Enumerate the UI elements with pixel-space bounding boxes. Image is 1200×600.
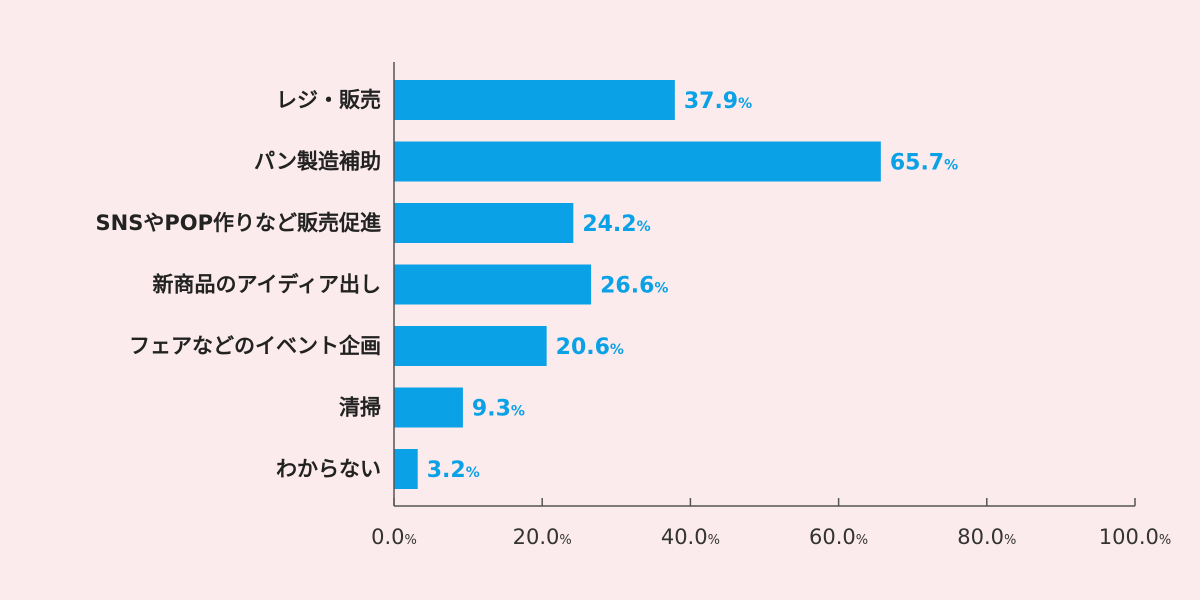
x-tick-percent-sign: % [559, 533, 571, 548]
category-label: 新商品のアイディア出し [153, 273, 381, 297]
value-percent-sign: % [511, 404, 525, 420]
category-label: フェアなどのイベント企画 [129, 334, 381, 358]
bar [394, 80, 675, 120]
bar [394, 387, 463, 428]
x-tick-label: 80.0% [957, 525, 1016, 549]
bar [394, 326, 547, 366]
category-label: わからない [276, 457, 381, 481]
x-tick-percent-sign: % [1004, 533, 1016, 548]
category-label: SNSやPOP作りなど販売促進 [96, 211, 381, 235]
bar [394, 203, 574, 243]
value-number: 26.6 [600, 274, 654, 299]
x-tick-number: 60.0 [809, 525, 856, 549]
value-percent-sign: % [944, 158, 958, 174]
x-tick-percent-sign: % [708, 533, 720, 548]
bars-layer [394, 80, 881, 489]
axes-layer: 0.0% 20.0% 40.0% 60.0% 80.0% 100.0% [371, 62, 1171, 549]
x-tick-number: 0.0 [371, 525, 404, 549]
x-tick-percent-sign: % [405, 533, 417, 548]
value-labels-layer: 37.9%65.7%24.2%26.6%20.6%9.3%3.2% [427, 89, 958, 483]
x-tick-number: 100.0 [1099, 525, 1159, 549]
bar [394, 141, 881, 182]
value-number: 65.7 [890, 151, 944, 176]
value-label: 37.9% [684, 89, 752, 114]
x-tick-percent-sign: % [1159, 533, 1171, 548]
value-percent-sign: % [654, 281, 668, 297]
value-label: 20.6% [556, 335, 624, 360]
x-tick-percent-sign: % [856, 533, 868, 548]
category-label: レジ・販売 [276, 88, 381, 112]
bar [394, 264, 592, 305]
category-label: パン製造補助 [254, 150, 381, 174]
x-tick-label: 40.0% [661, 525, 720, 549]
value-label: 65.7% [890, 151, 958, 176]
x-tick-label: 0.0% [371, 525, 417, 549]
x-tick-number: 40.0 [661, 525, 708, 549]
value-percent-sign: % [610, 342, 624, 358]
value-number: 37.9 [684, 89, 738, 114]
value-percent-sign: % [738, 96, 752, 112]
x-tick-label: 100.0% [1099, 525, 1171, 549]
category-label: 清掃 [339, 396, 381, 420]
value-label: 9.3% [472, 397, 525, 422]
x-tick-label: 20.0% [513, 525, 572, 549]
x-tick-number: 80.0 [957, 525, 1004, 549]
bar [394, 449, 418, 489]
value-label: 26.6% [600, 274, 668, 299]
x-tick-number: 20.0 [513, 525, 560, 549]
value-number: 20.6 [556, 335, 610, 360]
value-number: 24.2 [582, 212, 636, 237]
value-number: 3.2 [427, 458, 466, 483]
value-percent-sign: % [637, 219, 651, 235]
value-percent-sign: % [466, 465, 480, 481]
x-tick-label: 60.0% [809, 525, 868, 549]
value-label: 24.2% [582, 212, 650, 237]
value-number: 9.3 [472, 397, 511, 422]
value-label: 3.2% [427, 458, 480, 483]
